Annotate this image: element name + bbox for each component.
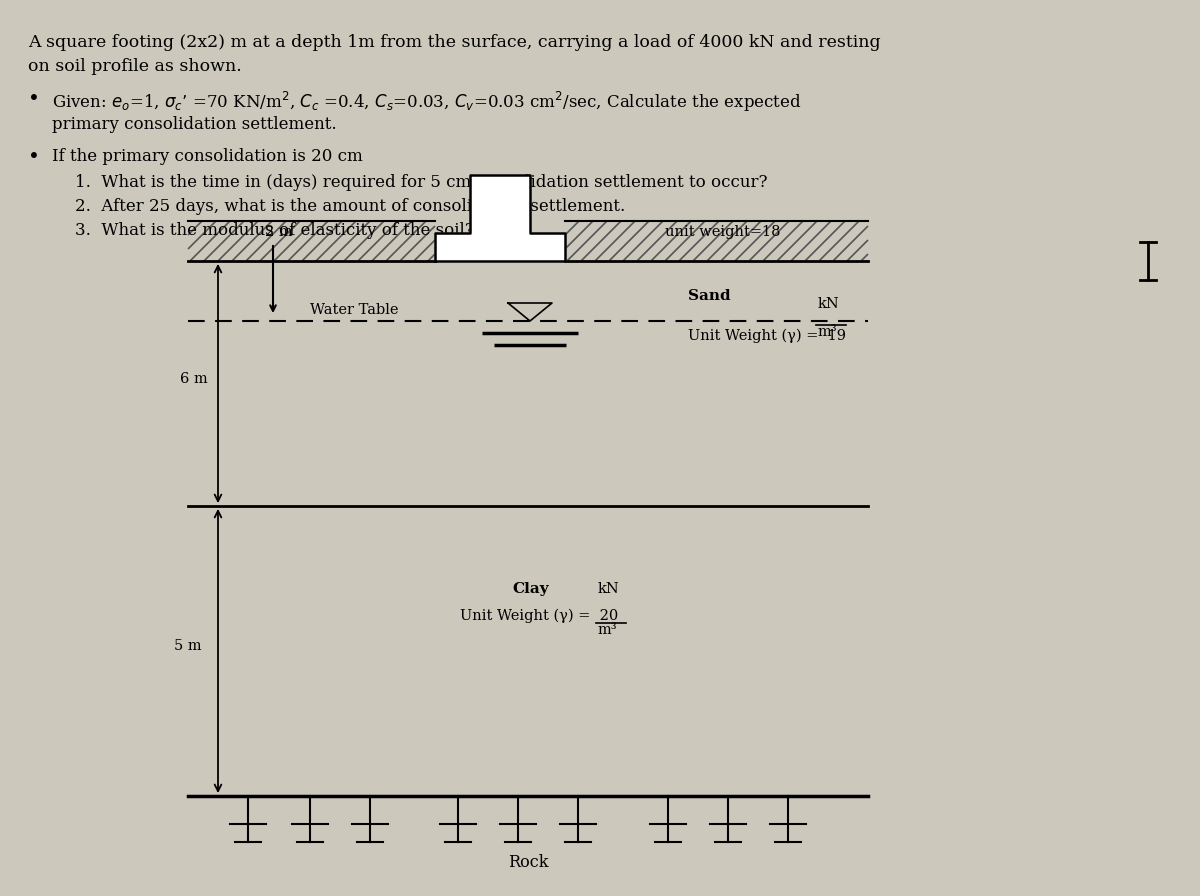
Text: Unit Weight (γ) =  20: Unit Weight (γ) = 20 (460, 608, 618, 623)
Text: on soil profile as shown.: on soil profile as shown. (28, 58, 241, 75)
Text: Rock: Rock (508, 854, 548, 871)
Text: 1.  What is the time in (days) required for 5 cm consolidation settlement to occ: 1. What is the time in (days) required f… (74, 174, 768, 191)
Text: Clay: Clay (512, 582, 548, 596)
Text: If the primary consolidation is 20 cm: If the primary consolidation is 20 cm (52, 148, 362, 165)
Text: unit weight=18: unit weight=18 (665, 225, 780, 239)
Text: m³: m³ (598, 623, 618, 637)
Text: 5 m: 5 m (174, 639, 202, 653)
Text: Sand: Sand (688, 289, 731, 303)
Text: 6 m: 6 m (180, 372, 208, 386)
Text: A square footing (2x2) m at a depth 1m from the surface, carrying a load of 4000: A square footing (2x2) m at a depth 1m f… (28, 34, 881, 51)
Text: m³: m³ (818, 325, 838, 339)
Text: •: • (28, 90, 40, 109)
Text: 2 m: 2 m (265, 225, 293, 239)
Text: kN: kN (598, 582, 619, 596)
Text: 2.  After 25 days, what is the amount of consolidation settlement.: 2. After 25 days, what is the amount of … (74, 198, 625, 215)
Text: 3.  What is the modulus of elasticity of the soil?: 3. What is the modulus of elasticity of … (74, 222, 474, 239)
Text: Water Table: Water Table (310, 303, 398, 317)
Polygon shape (436, 175, 565, 261)
Text: primary consolidation settlement.: primary consolidation settlement. (52, 116, 337, 133)
Text: Given: $e_o$=1, $\sigma_c$’ =70 KN/m$^2$, $C_c$ =0.4, $C_s$=0.03, $C_v$=0.03 cm$: Given: $e_o$=1, $\sigma_c$’ =70 KN/m$^2$… (52, 90, 802, 114)
Text: Unit Weight (γ) =  19: Unit Weight (γ) = 19 (688, 329, 846, 343)
Text: kN: kN (818, 297, 840, 311)
Text: •: • (28, 148, 40, 167)
